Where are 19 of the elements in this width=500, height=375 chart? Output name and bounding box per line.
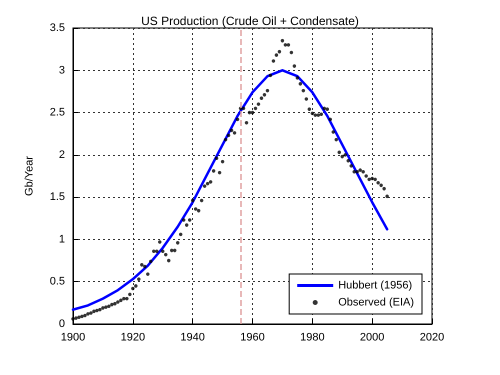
y-tick-label: 3.5 (50, 22, 65, 34)
y-tick-label: 1.5 (50, 191, 65, 204)
y-tick-label: 2.5 (50, 106, 65, 119)
y-tick-label: 0 (58, 318, 65, 330)
y-tick-label: 2 (58, 148, 65, 161)
x-tick-label: 2020 (420, 332, 444, 344)
y-axis-title: Gb/Year (24, 156, 36, 196)
y-tick-label: 3 (58, 64, 65, 76)
legend-label: Observed (EIA) (338, 296, 414, 308)
chart-title: US Production (Crude Oil + Condensate) (141, 14, 359, 28)
x-tick-label: 2000 (360, 332, 384, 344)
x-tick-label: 1960 (240, 332, 265, 344)
legend-label: Hubbert (1956) (338, 280, 412, 292)
x-tick-label: 1980 (300, 332, 325, 344)
x-tick-label: 1940 (180, 332, 205, 344)
y-tick-label: 0.5 (50, 276, 65, 288)
x-tick-label: 1900 (60, 332, 86, 344)
y-tick-label: 1 (58, 233, 65, 246)
x-tick-label: 1920 (120, 332, 146, 344)
